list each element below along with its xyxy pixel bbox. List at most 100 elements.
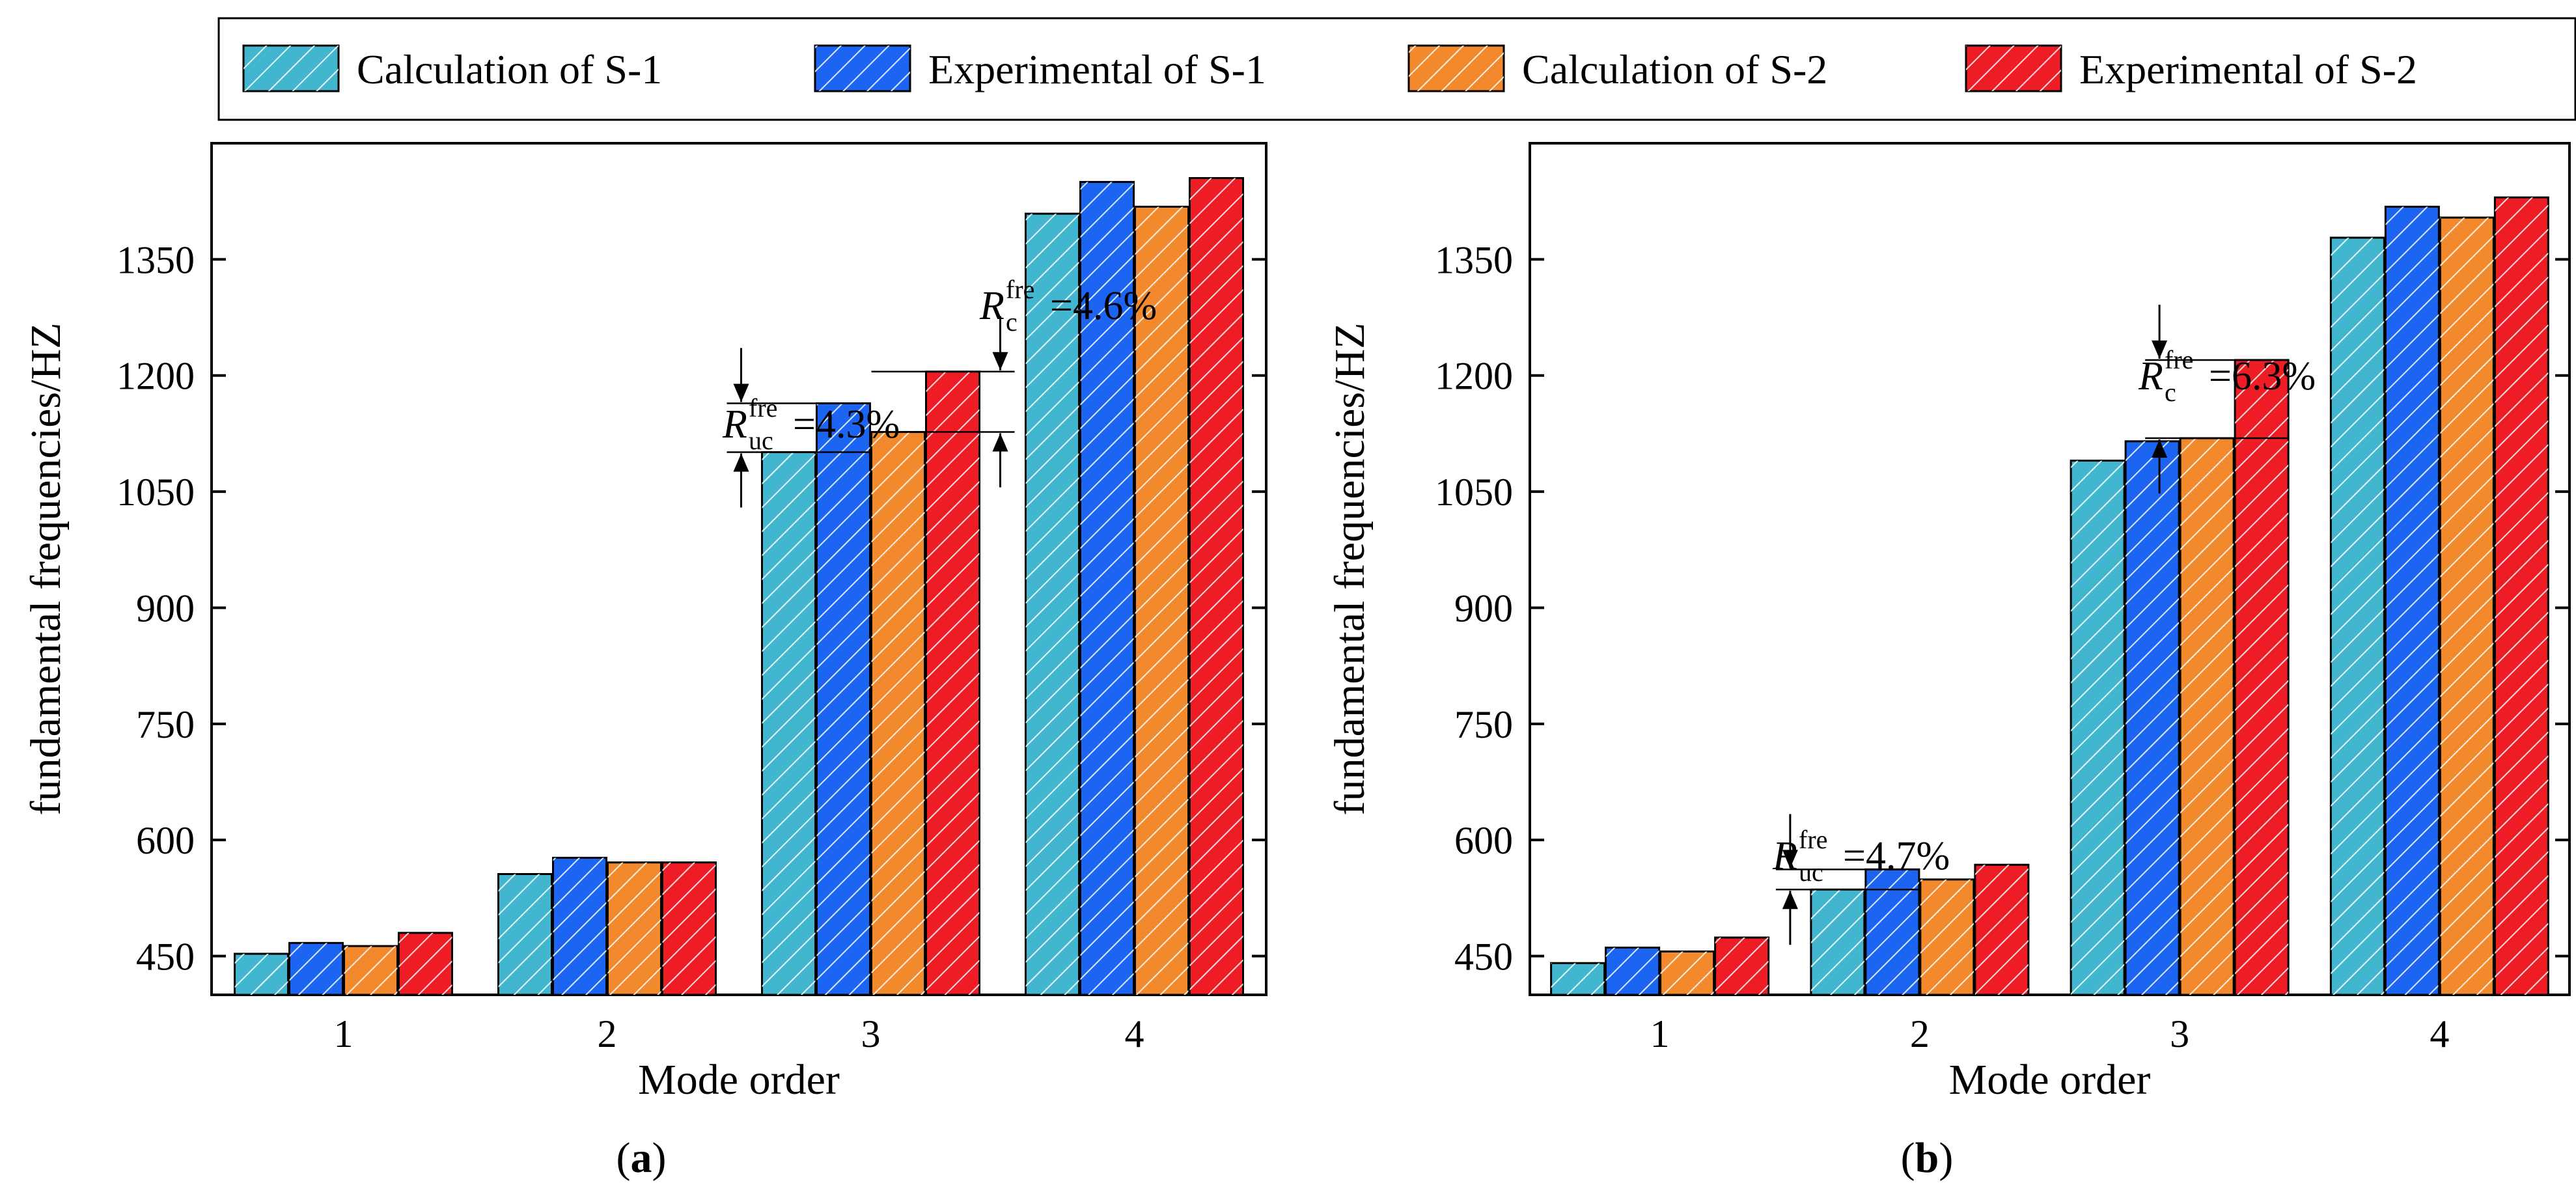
legend: Calculation of S-1 Experimental of S-1 C…	[217, 17, 2576, 121]
y-tick-label: 600	[1454, 819, 1513, 862]
legend-entry-calculation-s1: Calculation of S-1	[242, 44, 662, 92]
y-tick-label: 1200	[117, 355, 195, 398]
bar-hatch	[2126, 441, 2180, 995]
panel-label: (b)	[1901, 1134, 1954, 1182]
bar-hatch	[1660, 951, 1714, 995]
y-tick-label: 1050	[117, 471, 195, 514]
annotation-arrow-head	[733, 383, 749, 402]
legend-swatch-hatch	[1409, 46, 1504, 91]
annotation-subscript: uc	[1799, 857, 1823, 887]
x-tick-label: 2	[598, 1012, 617, 1055]
bar-hatch	[2440, 217, 2494, 995]
legend-label: Experimental of S-2	[2079, 46, 2417, 92]
bar-hatch	[2071, 460, 2125, 995]
x-tick-label: 4	[1125, 1012, 1144, 1055]
x-tick-label: 3	[861, 1012, 881, 1055]
bar-hatch	[1025, 214, 1079, 995]
bar-hatch	[1920, 879, 1974, 995]
bar-hatch	[1135, 206, 1189, 995]
y-tick-label: 450	[1454, 936, 1513, 979]
annotation-symbol: R	[1772, 834, 1797, 878]
annotation-symbol: R	[722, 402, 747, 447]
x-axis-title: Mode order	[1949, 1056, 2151, 1104]
bar-hatch	[662, 862, 716, 995]
annotation-subscript: c	[1006, 307, 1018, 337]
legend-swatch-hatch	[815, 46, 910, 91]
bar-hatch	[2235, 359, 2289, 995]
bar-hatch	[762, 452, 816, 995]
bar-hatch	[607, 862, 661, 995]
annotation-arrow-head	[733, 453, 749, 472]
annotation-value: =4.7%	[1843, 834, 1950, 878]
bar-hatch	[2180, 438, 2234, 995]
legend-label: Calculation of S-1	[357, 46, 662, 92]
y-tick-label: 900	[136, 587, 195, 630]
y-tick-label: 900	[1454, 587, 1513, 630]
bar-hatch	[398, 932, 452, 995]
bar-hatch	[2331, 238, 2385, 995]
y-tick-label: 1050	[1435, 471, 1513, 514]
annotation-value: =4.6%	[1050, 284, 1157, 328]
y-tick-label: 600	[136, 819, 195, 862]
annotation-arrow-head	[2152, 439, 2168, 458]
annotation-superscript: fre	[749, 393, 777, 423]
chart-panel-a: 450 600 750 900 1050 1200 1350 1 2 3 4 Mode order fu…	[22, 142, 1267, 1182]
legend-frame	[217, 17, 2576, 121]
panel-label: (a)	[616, 1134, 667, 1182]
chart-panel-b: 450 600 750 900 1050 1200 1350 1 2 3 4 Mode order fu…	[1326, 142, 2571, 1182]
bar-hatch	[926, 371, 980, 995]
bar-hatch	[816, 403, 870, 995]
x-tick-label: 3	[2170, 1012, 2189, 1055]
x-axis-title: Mode order	[638, 1056, 840, 1104]
bar-hatch	[1715, 938, 1769, 995]
legend-label: Calculation of S-2	[1522, 46, 1827, 92]
bar-hatch	[1551, 963, 1605, 995]
x-tick-label: 2	[1910, 1012, 1930, 1055]
legend-label: Experimental of S-1	[928, 46, 1266, 92]
annotation-arrow-head	[992, 352, 1008, 370]
legend-entry-experimental-s2: Experimental of S-2	[1965, 44, 2417, 92]
y-axis-title: fundamental frequencies/HZ	[22, 323, 70, 816]
y-tick-label: 750	[1454, 703, 1513, 746]
plot-frame	[1529, 142, 2571, 996]
x-tick-label: 4	[2430, 1012, 2449, 1055]
y-tick-label: 1350	[117, 238, 195, 281]
annotation-arrow-head	[2152, 340, 2168, 359]
annotation-symbol: R	[2138, 354, 2163, 398]
bar-hatch	[1605, 947, 1659, 995]
x-tick-label: 1	[334, 1012, 353, 1055]
annotation-arrow-head	[992, 433, 1008, 452]
annotation-superscript: fre	[2165, 345, 2193, 374]
annotation-value: =4.3%	[793, 402, 900, 447]
bar-hatch	[1974, 865, 2029, 995]
bar-hatch	[1865, 869, 1919, 995]
bar-hatch	[1080, 182, 1134, 995]
y-tick-label: 450	[136, 936, 195, 979]
y-tick-label: 1350	[1435, 238, 1513, 281]
bar-hatch	[498, 874, 552, 995]
annotation-arrow-head	[1782, 850, 1798, 869]
bar-hatch	[2385, 206, 2439, 995]
annotation-superscript: fre	[1006, 275, 1034, 304]
bar-hatch	[553, 857, 607, 995]
annotation-symbol: R	[979, 284, 1004, 328]
annotation-superscript: fre	[1799, 825, 1827, 854]
legend-swatch-hatch	[243, 46, 339, 91]
bar-hatch	[234, 953, 288, 995]
legend-swatch-hatch	[1966, 46, 2061, 91]
bar-hatch	[2495, 197, 2549, 995]
bar-hatch	[344, 946, 398, 995]
y-tick-label: 1200	[1435, 355, 1513, 398]
legend-entry-experimental-s1: Experimental of S-1	[814, 44, 1266, 92]
bar-hatch	[871, 432, 925, 995]
x-tick-label: 1	[1650, 1012, 1670, 1055]
annotation-value: =6.3%	[2209, 354, 2316, 398]
y-tick-label: 750	[136, 703, 195, 746]
plot-frame	[210, 142, 1267, 996]
bar-hatch	[289, 943, 343, 995]
